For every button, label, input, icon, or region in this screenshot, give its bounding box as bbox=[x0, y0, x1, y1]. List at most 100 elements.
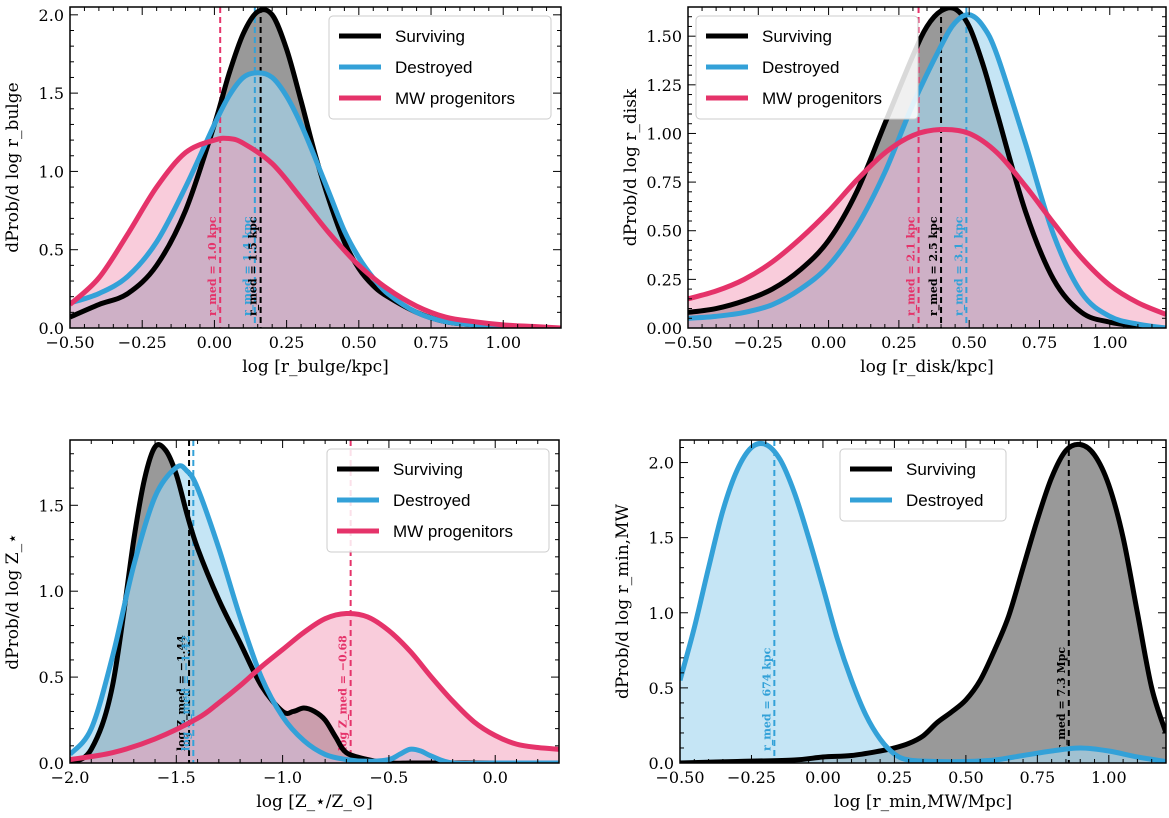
legend-box bbox=[695, 15, 919, 120]
axes-frame bbox=[69, 439, 560, 764]
legend-entry-mw: MW progenitors bbox=[395, 89, 515, 108]
area-surviving bbox=[680, 444, 1166, 763]
panel-bottom-right: r_med = 674 kpc r_med = 7.3 Mpc −0.50 −0.25… bbox=[613, 439, 1167, 812]
x-tick-label: −1.0 bbox=[263, 768, 302, 787]
y-tick-label: 1.25 bbox=[646, 76, 682, 95]
legend: Surviving Destroyed MW progenitors bbox=[328, 15, 552, 120]
median-label-mw: r_med = 2.1 kpc bbox=[905, 216, 919, 316]
area-mw bbox=[70, 613, 559, 763]
median-label-surviving: log Z_med = −1.44 bbox=[175, 635, 189, 751]
x-axis-label: log [Z_⋆/Z_⊙] bbox=[256, 792, 372, 812]
y-tick-label: 0.5 bbox=[39, 241, 64, 260]
curve-mw bbox=[70, 610, 559, 763]
legend: Surviving Destroyed MW progenitors bbox=[326, 448, 550, 553]
y-tick-label: 1.50 bbox=[646, 27, 682, 46]
x-tick-label: 0.75 bbox=[1022, 333, 1058, 352]
x-tick-label: 1.00 bbox=[1091, 768, 1127, 787]
x-tick-label: 0.25 bbox=[881, 333, 917, 352]
x-tick-label: −0.50 bbox=[655, 768, 704, 787]
y-tick-label: 1.5 bbox=[39, 496, 64, 515]
x-tick-label: 0.50 bbox=[948, 768, 984, 787]
curve-destroyed bbox=[688, 12, 1166, 328]
y-tick-label: 0.25 bbox=[646, 270, 682, 289]
median-label-destroyed: r_med = 3.1 kpc bbox=[952, 216, 966, 316]
legend-entry-destroyed: Destroyed bbox=[395, 58, 472, 77]
y-axis-label: dProb/d log r_min,MW bbox=[613, 503, 633, 698]
x-tick-label: −0.50 bbox=[45, 333, 94, 352]
y-tick-label: 0.0 bbox=[39, 319, 64, 338]
x-tick-label: −0.25 bbox=[118, 333, 167, 352]
x-tick-label: 0.25 bbox=[877, 768, 913, 787]
y-tick-label: 2.0 bbox=[649, 454, 674, 473]
median-label-mw: log Z_med = −0.68 bbox=[337, 635, 351, 751]
y-tick-label: 0.50 bbox=[646, 222, 682, 241]
y-tick-label: 0.5 bbox=[649, 679, 674, 698]
curve-destroyed bbox=[70, 70, 561, 328]
legend-entry-mw: MW progenitors bbox=[393, 522, 513, 541]
y-tick-label: 1.5 bbox=[649, 529, 674, 548]
curve-surviving bbox=[680, 441, 1166, 763]
x-tick-label: 0.00 bbox=[805, 768, 841, 787]
y-tick-label: 1.0 bbox=[649, 604, 674, 623]
y-tick-label: 0.5 bbox=[39, 668, 64, 687]
x-tick-label: 1.00 bbox=[485, 333, 521, 352]
curve-destroyed bbox=[680, 440, 1166, 763]
median-label-surviving: r_med = 2.5 kpc bbox=[927, 216, 941, 316]
x-tick-label: 0.00 bbox=[811, 333, 847, 352]
x-tick-label: −0.25 bbox=[727, 768, 776, 787]
y-tick-label: 1.5 bbox=[39, 84, 64, 103]
x-axis-label: log [r_min,MW/Mpc] bbox=[834, 792, 1012, 812]
x-tick-label: 0.50 bbox=[951, 333, 987, 352]
x-axis-label: log [r_disk/kpc] bbox=[860, 357, 994, 377]
y-tick-label: 0.00 bbox=[646, 319, 682, 338]
legend-entry-surviving: Surviving bbox=[393, 460, 463, 479]
y-axis-label: dProb/d log r_bulge bbox=[3, 82, 23, 252]
legend: Surviving Destroyed bbox=[839, 448, 1007, 522]
y-tick-label: 0.0 bbox=[649, 754, 674, 773]
legend-entry-mw: MW progenitors bbox=[762, 89, 882, 108]
curve-destroyed bbox=[70, 463, 559, 763]
x-tick-label: 1.00 bbox=[1092, 333, 1128, 352]
legend: Surviving Destroyed MW progenitors bbox=[695, 15, 919, 120]
median-label-destroyed: r_med = 674 kpc bbox=[760, 647, 774, 751]
area-destroyed bbox=[680, 443, 1166, 763]
x-tick-label: 0.25 bbox=[269, 333, 305, 352]
x-tick-label: −0.25 bbox=[734, 333, 783, 352]
x-tick-label: 0.75 bbox=[1020, 768, 1056, 787]
legend-entry-destroyed: Destroyed bbox=[762, 58, 839, 77]
y-tick-label: 1.0 bbox=[39, 582, 64, 601]
median-label-surviving: r_med = 7.3 Mpc bbox=[1055, 647, 1069, 751]
y-tick-label: 1.0 bbox=[39, 162, 64, 181]
x-tick-label: 0.75 bbox=[413, 333, 449, 352]
curve-mw bbox=[688, 126, 1166, 317]
legend-entry-surviving: Surviving bbox=[906, 460, 976, 479]
legend-box bbox=[326, 448, 550, 553]
x-tick-label: −0.50 bbox=[663, 333, 712, 352]
median-label-mw: r_med = 1.0 kpc bbox=[206, 216, 220, 316]
legend-entry-destroyed: Destroyed bbox=[393, 491, 470, 510]
x-axis-label: log [r_bulge/kpc] bbox=[242, 357, 389, 377]
y-tick-label: 2.0 bbox=[39, 6, 64, 25]
y-tick-label: 0.0 bbox=[39, 754, 64, 773]
median-label-destroyed: r_med = 1.4 kpc bbox=[241, 216, 255, 316]
plot-area: r_med = 2.1 kpc r_med = 2.5 kpc r_med = 3.… bbox=[688, 7, 1166, 328]
x-tick-label: 0.0 bbox=[482, 768, 507, 787]
legend-box bbox=[328, 15, 552, 120]
x-tick-label: −2.0 bbox=[51, 768, 90, 787]
plot-area: r_med = 674 kpc r_med = 7.3 Mpc bbox=[680, 440, 1166, 763]
y-tick-label: 0.75 bbox=[646, 173, 682, 192]
x-tick-label: 0.50 bbox=[341, 333, 377, 352]
y-tick-label: 1.00 bbox=[646, 124, 682, 143]
panel-top-right: r_med = 2.1 kpc r_med = 2.5 kpc r_med = 3.… bbox=[621, 6, 1167, 377]
median-label-destroyed: log Z_med = −1.42 bbox=[179, 635, 193, 751]
y-axis-label: dProb/d log r_disk bbox=[621, 88, 641, 246]
legend-entry-surviving: Surviving bbox=[762, 27, 832, 46]
median-label-surviving: r_med = 1.5 kpc bbox=[247, 216, 261, 316]
legend-entry-destroyed: Destroyed bbox=[906, 491, 983, 510]
y-axis-label: dProb/d log Z_⋆ bbox=[3, 533, 23, 670]
x-tick-label: 0.00 bbox=[197, 333, 233, 352]
